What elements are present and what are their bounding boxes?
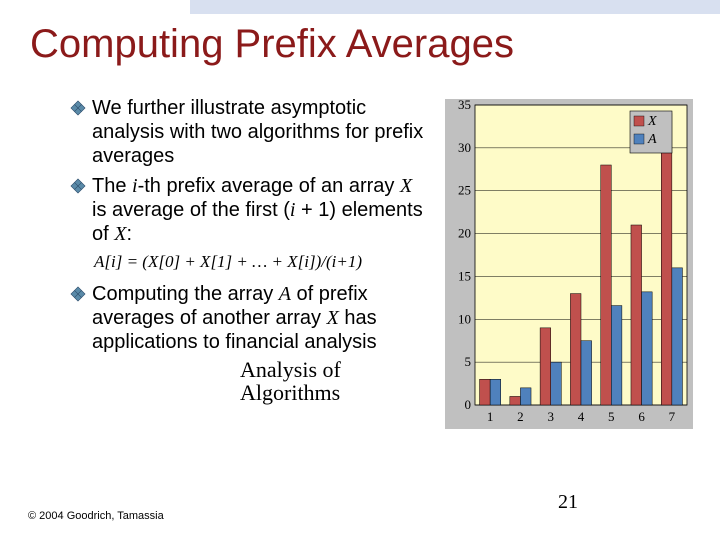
diamond-bullet-icon [70,286,92,307]
txt: The [92,175,132,197]
svg-text:6: 6 [638,409,645,424]
svg-text:X: X [647,114,657,129]
bullet-3-text: Computing the array A of prefix averages… [92,282,430,354]
svg-text:7: 7 [669,409,676,424]
svg-text:1: 1 [487,409,494,424]
svg-text:5: 5 [465,354,472,369]
bullet-2-text: The i-th prefix average of an array X is… [92,174,430,246]
sub-line-2: Algorithms [240,380,340,405]
svg-text:5: 5 [608,409,615,424]
svg-text:10: 10 [458,311,471,326]
svg-text:3: 3 [547,409,554,424]
txt: Computing the array [92,283,279,305]
bullet-1-text: We further illustrate asymptotic analysi… [92,96,430,168]
sub-line-1: Analysis of [240,357,341,382]
svg-text:35: 35 [458,99,471,112]
var-a: A [279,283,291,305]
copyright-text: © 2004 Goodrich, Tamassia [28,510,164,522]
svg-text:30: 30 [458,140,471,155]
diamond-bullet-icon [70,100,92,121]
svg-text:25: 25 [458,183,471,198]
var-x: X [114,223,126,245]
svg-text:A: A [647,132,657,147]
body-content: We further illustrate asymptotic analysi… [70,96,430,404]
txt: -th prefix average of an array [138,175,400,197]
svg-text:15: 15 [458,268,471,283]
svg-text:2: 2 [517,409,524,424]
txt: is average of the first ( [92,199,290,221]
footer-subtitle: Analysis of Algorithms [240,358,430,404]
bullet-3: Computing the array A of prefix averages… [70,282,430,354]
var-x: X [400,175,412,197]
page-number: 21 [558,491,578,514]
bullet-2: The i-th prefix average of an array X is… [70,174,430,246]
bullet-1: We further illustrate asymptotic analysi… [70,96,430,168]
formula-text: A[i] = (X[0] + X[1] + … + X[i])/(i+1) [94,252,430,272]
svg-text:20: 20 [458,226,471,241]
page-title: Computing Prefix Averages [30,22,690,67]
var-x: X [327,307,339,329]
diamond-bullet-icon [70,178,92,199]
txt: : [126,223,132,245]
svg-text:0: 0 [465,397,472,412]
svg-text:4: 4 [578,409,585,424]
prefix-average-chart: 0 5 10 15 20 25 30 35 1 2 3 4 5 6 7 XA [445,99,693,429]
header-bar [190,0,720,14]
